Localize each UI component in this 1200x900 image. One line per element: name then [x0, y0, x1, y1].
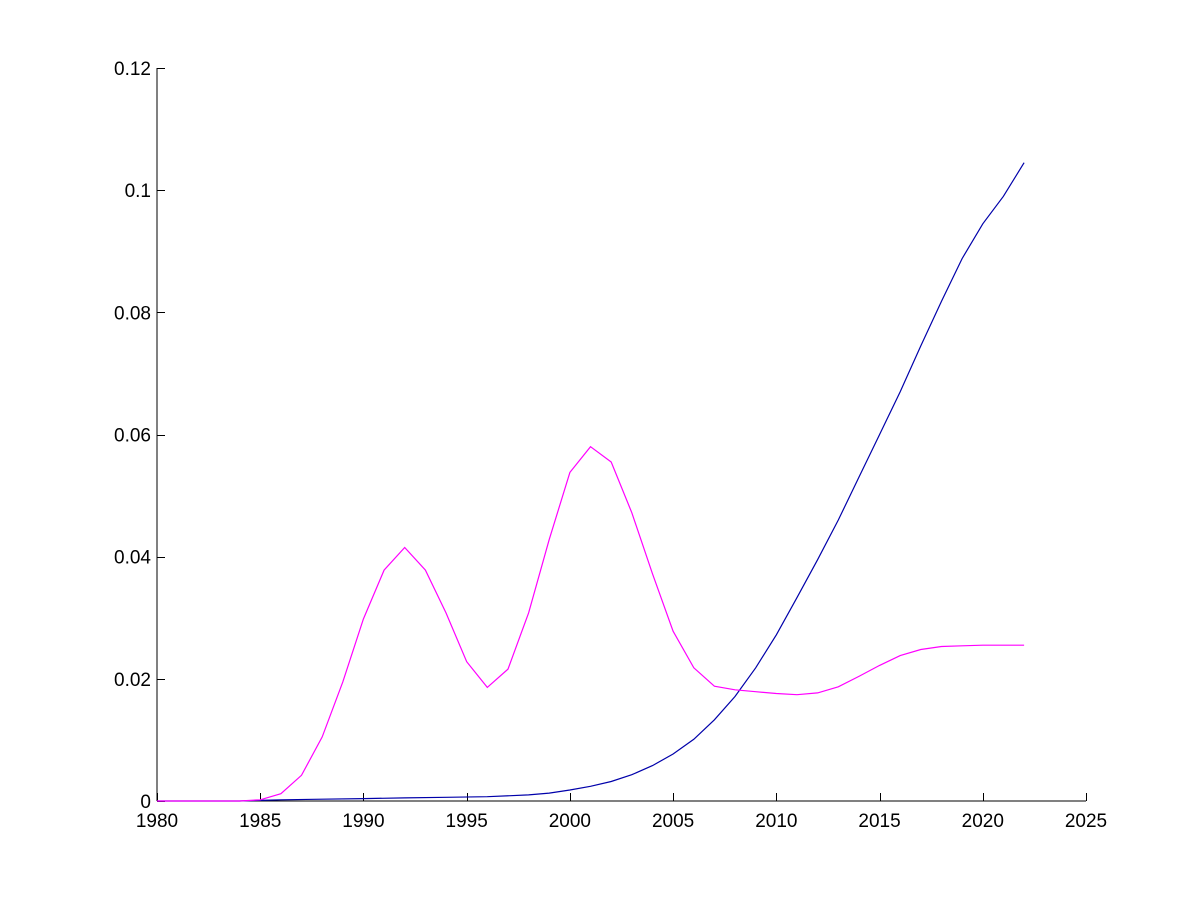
y-tick-label: 0.12 [114, 59, 151, 80]
x-tick-label: 2005 [652, 811, 694, 832]
y-tick-label: 0.06 [114, 426, 151, 447]
series-line-2 [157, 445, 1025, 802]
x-tick-label: 1985 [239, 811, 281, 832]
y-tick-label: 0.1 [125, 181, 151, 202]
x-tick-label: 1980 [136, 811, 178, 832]
y-tick-label: 0 [140, 792, 151, 813]
x-tick-label: 2010 [755, 811, 797, 832]
x-tick-label: 1995 [446, 811, 488, 832]
series-layer [157, 162, 1025, 802]
series-line-1 [157, 162, 1025, 802]
x-tick-label: 2015 [858, 811, 900, 832]
y-tick-label: 0.08 [114, 303, 151, 324]
axes: 1980 1985 1990 1995 2000 2005 2010 2015 2020 2025… [114, 59, 1107, 832]
y-tick-label: 0.04 [114, 548, 151, 569]
x-tick-label: 2020 [962, 811, 1004, 832]
x-tick-label: 1990 [342, 811, 384, 832]
y-tick-label: 0.02 [114, 670, 151, 691]
x-tick-label: 2000 [549, 811, 591, 832]
x-tick-label: 2025 [1065, 811, 1107, 832]
